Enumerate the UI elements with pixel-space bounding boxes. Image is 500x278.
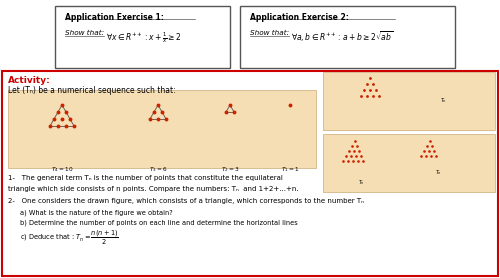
Text: Show that:: Show that: — [250, 30, 289, 36]
Text: Activity:: Activity: — [8, 76, 51, 85]
FancyBboxPatch shape — [55, 6, 230, 68]
Text: 1-   The general term Tₙ is the number of points that constitute the equilateral: 1- The general term Tₙ is the number of … — [8, 175, 283, 181]
Text: triangle which side consists of n points. Compare the numbers: Tₙ  and 1+2+...+n: triangle which side consists of n points… — [8, 186, 298, 192]
FancyBboxPatch shape — [240, 6, 455, 68]
Text: $T_3 = 6$: $T_3 = 6$ — [148, 165, 168, 174]
Text: Show that:: Show that: — [65, 30, 104, 36]
Text: $T_2 = 3$: $T_2 = 3$ — [220, 165, 240, 174]
Text: c) Deduce that : $T_n = \dfrac{n(n+1)}{2}$: c) Deduce that : $T_n = \dfrac{n(n+1)}{2… — [20, 229, 119, 247]
Text: Application Exercise 2:: Application Exercise 2: — [250, 13, 349, 22]
Text: $T_n$: $T_n$ — [358, 178, 365, 187]
Text: Application Exercise 1:: Application Exercise 1: — [65, 13, 164, 22]
Text: a) What is the nature of the figure we obtain?: a) What is the nature of the figure we o… — [20, 209, 173, 215]
Text: $\forall x \in R^{++}: x + \frac{1}{x} \geq 2$: $\forall x \in R^{++}: x + \frac{1}{x} \… — [106, 30, 182, 45]
Text: $\forall a, b \in R^{++}: a + b \geq 2\sqrt{ab}$: $\forall a, b \in R^{++}: a + b \geq 2\s… — [291, 30, 394, 44]
Text: 2-   One considers the drawn figure, which consists of a triangle, which corresp: 2- One considers the drawn figure, which… — [8, 198, 364, 204]
FancyBboxPatch shape — [323, 134, 495, 192]
Text: $T_1 = 1$: $T_1 = 1$ — [280, 165, 299, 174]
Text: b) Determine the number of points on each line and determine the horizontal line: b) Determine the number of points on eac… — [20, 219, 298, 225]
Text: $T_n$: $T_n$ — [440, 96, 447, 105]
FancyBboxPatch shape — [2, 71, 498, 276]
Text: $T_4 = 10$: $T_4 = 10$ — [50, 165, 74, 174]
FancyBboxPatch shape — [8, 90, 316, 168]
Text: $T_n$: $T_n$ — [435, 168, 442, 177]
Text: Let (Tₙ) be a numerical sequence such that:: Let (Tₙ) be a numerical sequence such th… — [8, 86, 175, 95]
FancyBboxPatch shape — [323, 72, 495, 130]
